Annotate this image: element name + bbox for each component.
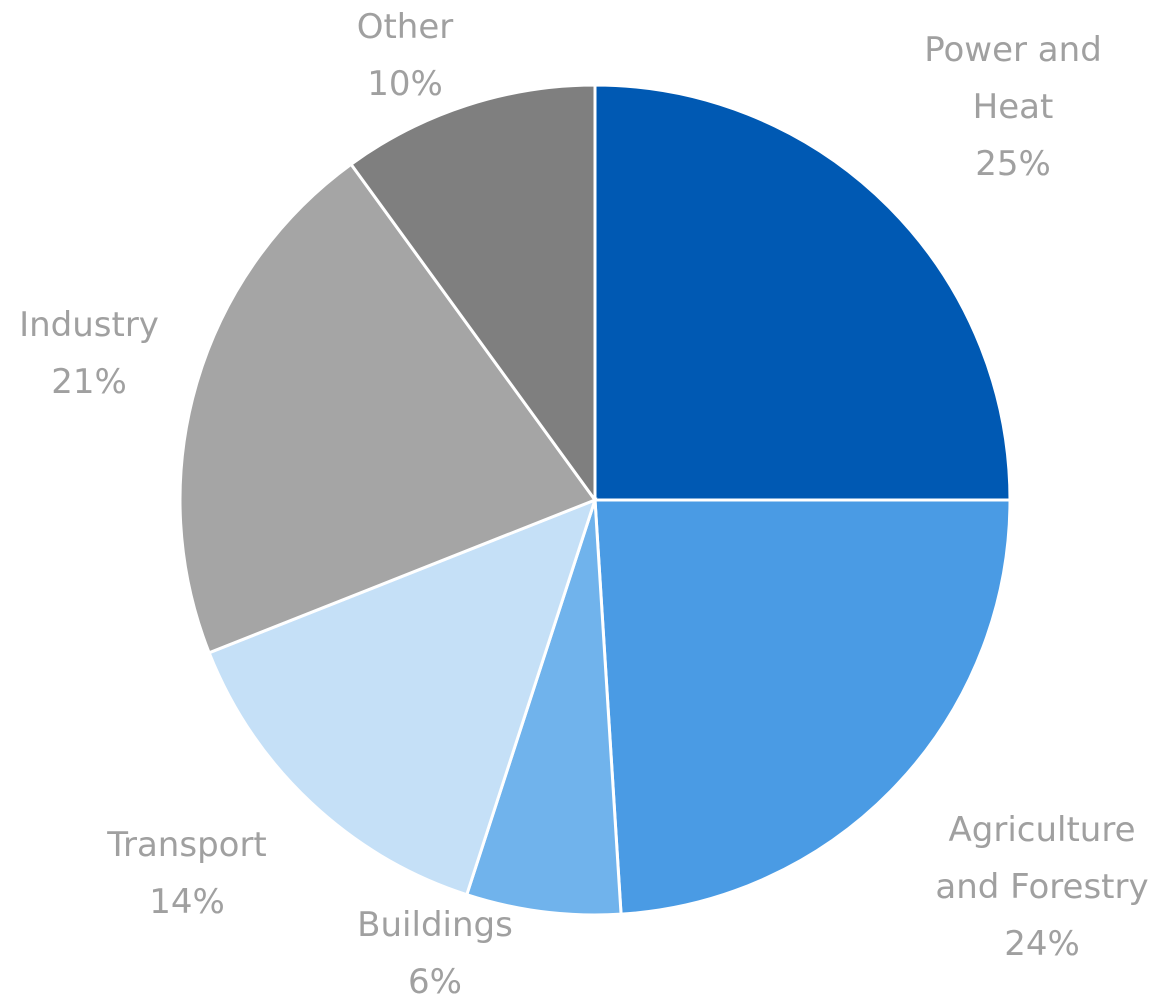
pie-slice bbox=[348, 83, 597, 505]
value-label: 21% bbox=[51, 362, 127, 402]
category-name: Other bbox=[356, 7, 454, 47]
value-label: 24% bbox=[1004, 924, 1080, 964]
value-label: 6% bbox=[408, 962, 462, 997]
slice-label: Agriculture and Forestry 24% bbox=[917, 802, 1164, 973]
pie-slice bbox=[207, 497, 598, 897]
pie-slice bbox=[593, 83, 1012, 502]
slice-label: Power and Heat 25% bbox=[903, 22, 1123, 193]
category-name: Transport bbox=[107, 825, 267, 865]
category-name: Power and Heat bbox=[924, 30, 1102, 127]
value-label: 14% bbox=[149, 882, 225, 922]
slice-label: Transport 14% bbox=[77, 817, 297, 931]
slice-label: Other 10% bbox=[295, 0, 515, 113]
category-name: Agriculture and Forestry bbox=[935, 810, 1149, 907]
pie-slice bbox=[178, 162, 598, 655]
value-label: 25% bbox=[975, 144, 1051, 184]
category-name: Buildings bbox=[357, 905, 513, 945]
value-label: 10% bbox=[367, 64, 443, 104]
slice-label: Buildings 6% bbox=[325, 897, 545, 997]
category-name: Industry bbox=[19, 305, 159, 345]
slice-label: Industry 21% bbox=[0, 297, 199, 411]
pie-slice bbox=[464, 499, 623, 917]
pie-slice bbox=[593, 498, 1012, 916]
